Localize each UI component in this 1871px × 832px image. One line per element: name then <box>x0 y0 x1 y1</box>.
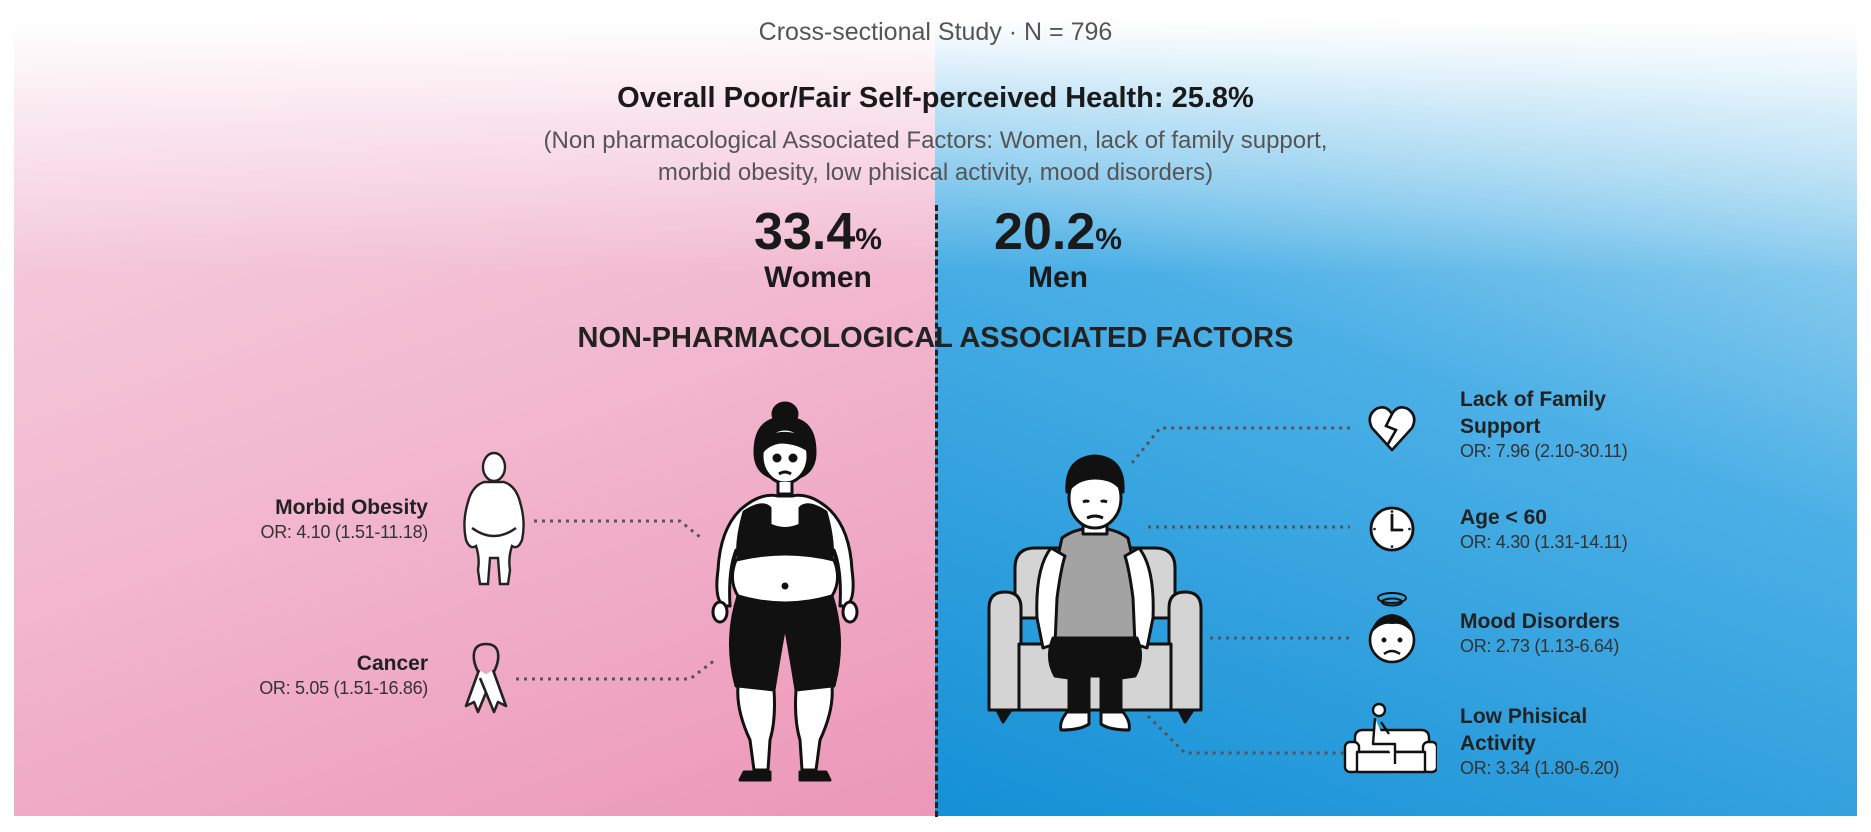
factor-or: OR: 3.34 (1.80-6.20) <box>1460 758 1620 778</box>
factor-name-line-1: Mood Disorders <box>1460 610 1620 633</box>
factor-cancer: Cancer OR: 5.05 (1.51-16.86) <box>200 650 428 699</box>
dizzy-sad-face-icon <box>1368 592 1416 664</box>
factor-or: OR: 4.10 (1.51-11.18) <box>260 522 429 542</box>
men-unit: % <box>1095 223 1122 256</box>
connector-activity <box>1146 714 1350 755</box>
men-value: 20.2 <box>994 203 1096 261</box>
factor-name-line-1: Low Phisical <box>1460 705 1588 728</box>
subtitle: (Non pharmacological Associated Factors:… <box>0 125 1871 189</box>
subtitle-line-1: (Non pharmacological Associated Factors:… <box>543 127 1328 154</box>
factor-low-physical-activity: Low Phisical Activity OR: 3.34 (1.80-6.2… <box>1460 703 1720 779</box>
men-label: Men <box>1028 261 1088 294</box>
women-label: Women <box>764 261 872 294</box>
section-title: NON-PHARMACOLOGICAL ASSOCIATED FACTORS <box>577 322 1294 354</box>
subtitle-line-2: morbid obesity, low phisical activity, m… <box>657 159 1214 186</box>
factor-lack-of-family-support: Lack of Family Support OR: 7.96 (2.10-30… <box>1460 386 1720 462</box>
factor-age-under-60: Age < 60 OR: 4.30 (1.31-14.11) <box>1460 504 1720 553</box>
headline: Overall Poor/Fair Self-perceived Health:… <box>617 82 1254 114</box>
women-unit: % <box>855 223 882 256</box>
factor-name-line-2: Support <box>1460 415 1541 438</box>
factor-or: OR: 5.05 (1.51-16.86) <box>259 678 428 698</box>
men-stat: 20.2% Men <box>958 205 1158 295</box>
person-on-sofa-icon <box>1343 702 1437 774</box>
cancer-ribbon-icon <box>464 642 508 714</box>
factor-mood-disorders: Mood Disorders OR: 2.73 (1.13-6.64) <box>1460 608 1720 657</box>
women-value: 33.4 <box>754 203 856 261</box>
connector-obesity <box>534 519 701 539</box>
factor-or: OR: 2.73 (1.13-6.64) <box>1460 636 1620 656</box>
factor-or: OR: 4.30 (1.31-14.11) <box>1460 532 1628 552</box>
factor-name: Cancer <box>356 652 428 675</box>
study-caption: Cross-sectional Study · N = 796 <box>758 18 1113 46</box>
factor-morbid-obesity: Morbid Obesity OR: 4.10 (1.51-11.18) <box>200 494 429 543</box>
factor-name: Morbid Obesity <box>275 496 428 519</box>
factor-or: OR: 7.96 (2.10-30.11) <box>1460 441 1628 461</box>
women-stat: 33.4% Women <box>718 205 918 295</box>
man-on-couch-illustration <box>987 454 1203 732</box>
woman-figure-illustration <box>711 401 859 782</box>
obese-body-icon <box>463 451 525 586</box>
factor-name-line-2: Activity <box>1460 732 1536 755</box>
factor-name-line-1: Lack of Family <box>1460 388 1606 411</box>
gender-divider <box>935 205 938 817</box>
factor-name-line-1: Age < 60 <box>1460 506 1547 529</box>
connector-cancer <box>516 658 716 681</box>
clock-icon <box>1369 506 1415 552</box>
broken-heart-icon <box>1368 406 1416 452</box>
